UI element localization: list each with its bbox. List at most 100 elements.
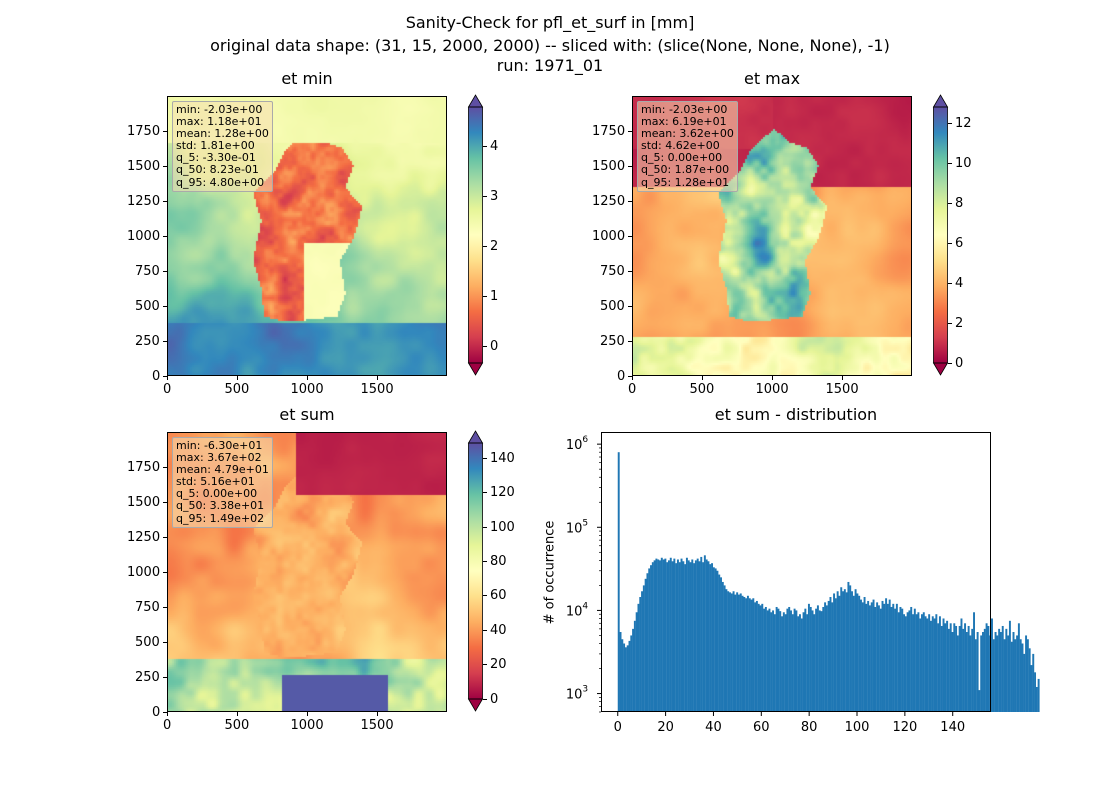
histogram-bar <box>734 594 737 712</box>
histogram-bar <box>642 585 645 712</box>
colorbar-tick-label: 8 <box>955 195 964 211</box>
histogram-bar <box>824 602 827 712</box>
colorbar-extend-max <box>467 94 484 108</box>
map-panel-et-max: et max min: -2.03e+00 max: 6.19e+01 mean… <box>592 69 972 397</box>
histogram-bar <box>793 608 796 712</box>
colorbar-tick-label: 6 <box>955 235 964 251</box>
x-tick-mark <box>701 376 703 380</box>
histogram-bar <box>743 597 746 712</box>
histogram-bar <box>730 593 733 712</box>
x-tick-label: 120 <box>892 720 917 735</box>
x-tick-label: 20 <box>657 720 674 735</box>
histogram-bar <box>770 612 773 712</box>
colorbar-tick-label: 10 <box>955 155 972 171</box>
histogram-bar <box>1001 625 1004 712</box>
colorbar-tick-label: 80 <box>490 554 507 570</box>
histogram-bar <box>650 565 652 712</box>
panel-title: et sum - distribution <box>714 405 878 424</box>
colorbar-tick-mark <box>483 296 487 298</box>
x-tick-label: 60 <box>753 720 770 735</box>
y-axis-label: # of occurrence <box>542 520 558 624</box>
histogram-bar <box>951 632 954 712</box>
x-tick-label: 500 <box>224 718 250 733</box>
histogram-bar <box>992 639 995 712</box>
histogram-bar <box>746 595 749 712</box>
y-tick-label: 250 <box>600 333 625 349</box>
y-tick-label: 1250 <box>127 193 161 209</box>
panel-title: et max <box>743 69 801 88</box>
x-tick-label: 1500 <box>360 382 394 397</box>
histogram-bar <box>795 610 798 712</box>
colorbar-tick-mark <box>483 595 487 597</box>
histogram-bar <box>910 606 913 712</box>
histogram-bar <box>1003 639 1006 712</box>
y-tick-label: 104 <box>566 601 589 619</box>
figure-title-line3: run: 1971_01 <box>496 56 604 75</box>
y-tick-mark <box>628 130 632 132</box>
colorbar-tick-label: 0 <box>490 339 499 355</box>
figure-title-line1: Sanity-Check for pfl_et_surf in [mm] <box>405 13 695 32</box>
histogram-bar <box>790 610 792 712</box>
histogram-bar <box>626 645 629 712</box>
histogram-bar <box>1025 635 1028 712</box>
y-tick-label: 0 <box>617 368 626 384</box>
histogram-bar <box>840 587 843 712</box>
colorbar-tick-mark <box>483 196 487 198</box>
colorbar-tick-label: 40 <box>490 622 507 638</box>
histogram-bar <box>863 597 866 712</box>
histogram-bar <box>759 605 762 712</box>
map-image-frame: min: -2.03e+00 max: 1.18e+01 mean: 1.28e… <box>167 96 447 376</box>
histogram-bar <box>825 605 828 712</box>
histogram-bar <box>956 635 959 712</box>
histogram-bar <box>861 602 864 712</box>
histogram-bar <box>786 608 789 712</box>
histogram-bar <box>938 616 941 712</box>
histogram-bar <box>885 598 888 712</box>
colorbar-outline <box>468 106 483 364</box>
histogram-bar <box>721 581 724 712</box>
y-tick-label: 500 <box>600 298 625 314</box>
x-tick-mark <box>236 376 238 380</box>
histogram-bar <box>712 567 715 712</box>
histogram-bar <box>870 602 873 712</box>
histogram-bar <box>1008 620 1011 712</box>
histogram-bar <box>982 632 984 712</box>
colorbar-outline <box>468 442 483 700</box>
y-tick-label: 1250 <box>127 529 161 545</box>
histogram-bar <box>703 555 706 712</box>
y-tick-label: 1500 <box>592 158 626 174</box>
histogram-bar <box>937 623 940 712</box>
histogram-bar <box>915 614 918 712</box>
x-tick-label: 500 <box>224 382 250 397</box>
histogram-bar <box>833 593 836 712</box>
y-tick-label: 750 <box>135 599 160 615</box>
histogram-bar <box>763 608 766 712</box>
histogram-bar <box>806 614 809 712</box>
histogram-bar <box>962 628 965 712</box>
histogram-bar <box>942 618 945 712</box>
histogram-bar <box>691 559 694 712</box>
histogram-bar <box>901 608 904 712</box>
stat-q5: q_5: 0.00e+00 <box>176 487 258 501</box>
histogram-bar <box>1012 632 1015 712</box>
histogram-bar <box>985 623 988 712</box>
histogram-bar <box>725 589 728 712</box>
histogram-bar <box>894 608 897 712</box>
y-tick-mark <box>628 340 632 342</box>
x-tick-mark <box>376 712 378 716</box>
histogram-bar <box>804 608 807 712</box>
histogram-bar <box>912 614 914 712</box>
histogram-bar <box>955 625 958 712</box>
histogram-bar <box>940 625 943 712</box>
histogram-bar <box>1019 639 1022 712</box>
histogram-bar <box>621 639 624 712</box>
histogram-bar <box>944 623 947 712</box>
plot-frame <box>601 432 991 712</box>
histogram-bar <box>791 614 794 712</box>
x-tick-label: 80 <box>801 720 818 735</box>
histogram-bar <box>757 603 760 712</box>
histogram-bar <box>702 562 705 712</box>
x-tick-label: 0 <box>614 720 622 735</box>
y-tick-label: 500 <box>135 634 160 650</box>
stat-std: std: 4.62e+00 <box>641 139 720 153</box>
